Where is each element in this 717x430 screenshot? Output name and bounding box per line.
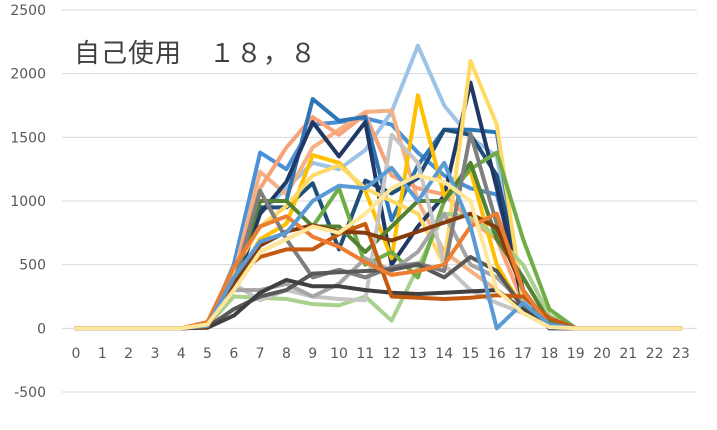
series-line-21 <box>74 173 683 331</box>
x-tick-label: 1 <box>98 346 107 362</box>
x-tick-label: 8 <box>282 346 291 362</box>
x-tick-label: 2 <box>124 346 133 362</box>
x-tick-label: 7 <box>256 346 265 362</box>
x-axis-tick-labels: 0 1 2 3 4 5 6 7 8 9 10 11 12 13 14 15 16 17 18 19 20 21 22 23 <box>72 346 690 362</box>
x-tick-label: 20 <box>593 346 611 362</box>
x-tick-label: 4 <box>177 346 186 362</box>
y-tick-label: 0 <box>37 321 46 337</box>
x-tick-label: 19 <box>567 346 585 362</box>
series-line-8 <box>74 58 683 331</box>
y-tick-label: 1500 <box>10 130 46 146</box>
x-tick-label: 9 <box>308 346 317 362</box>
x-tick-label: 22 <box>646 346 664 362</box>
x-tick-label: 15 <box>462 346 480 362</box>
x-tick-label: 18 <box>540 346 558 362</box>
series-lines <box>74 43 683 331</box>
x-tick-label: 10 <box>330 346 348 362</box>
x-tick-label: 14 <box>435 346 453 362</box>
x-tick-label: 12 <box>383 346 401 362</box>
y-tick-label: 500 <box>19 258 46 274</box>
x-tick-label: 17 <box>514 346 532 362</box>
x-tick-label: 21 <box>619 346 637 362</box>
x-tick-label: 23 <box>672 346 690 362</box>
y-tick-label: 2500 <box>10 3 46 19</box>
x-tick-label: 0 <box>72 346 81 362</box>
y-tick-label: 1000 <box>10 194 46 210</box>
x-tick-label: 16 <box>488 346 506 362</box>
y-tick-label: -500 <box>14 385 46 401</box>
y-tick-label: 2000 <box>10 67 46 83</box>
y-axis-tick-labels: -500 0 500 1000 1500 2000 2500 <box>10 3 46 401</box>
x-tick-label: 3 <box>150 346 159 362</box>
chart-title: 自己使用 １８，８ <box>74 39 317 69</box>
x-tick-label: 13 <box>409 346 427 362</box>
x-tick-label: 5 <box>203 346 212 362</box>
x-tick-label: 11 <box>356 346 374 362</box>
x-tick-label: 6 <box>229 346 238 362</box>
series-line-16 <box>74 277 683 331</box>
